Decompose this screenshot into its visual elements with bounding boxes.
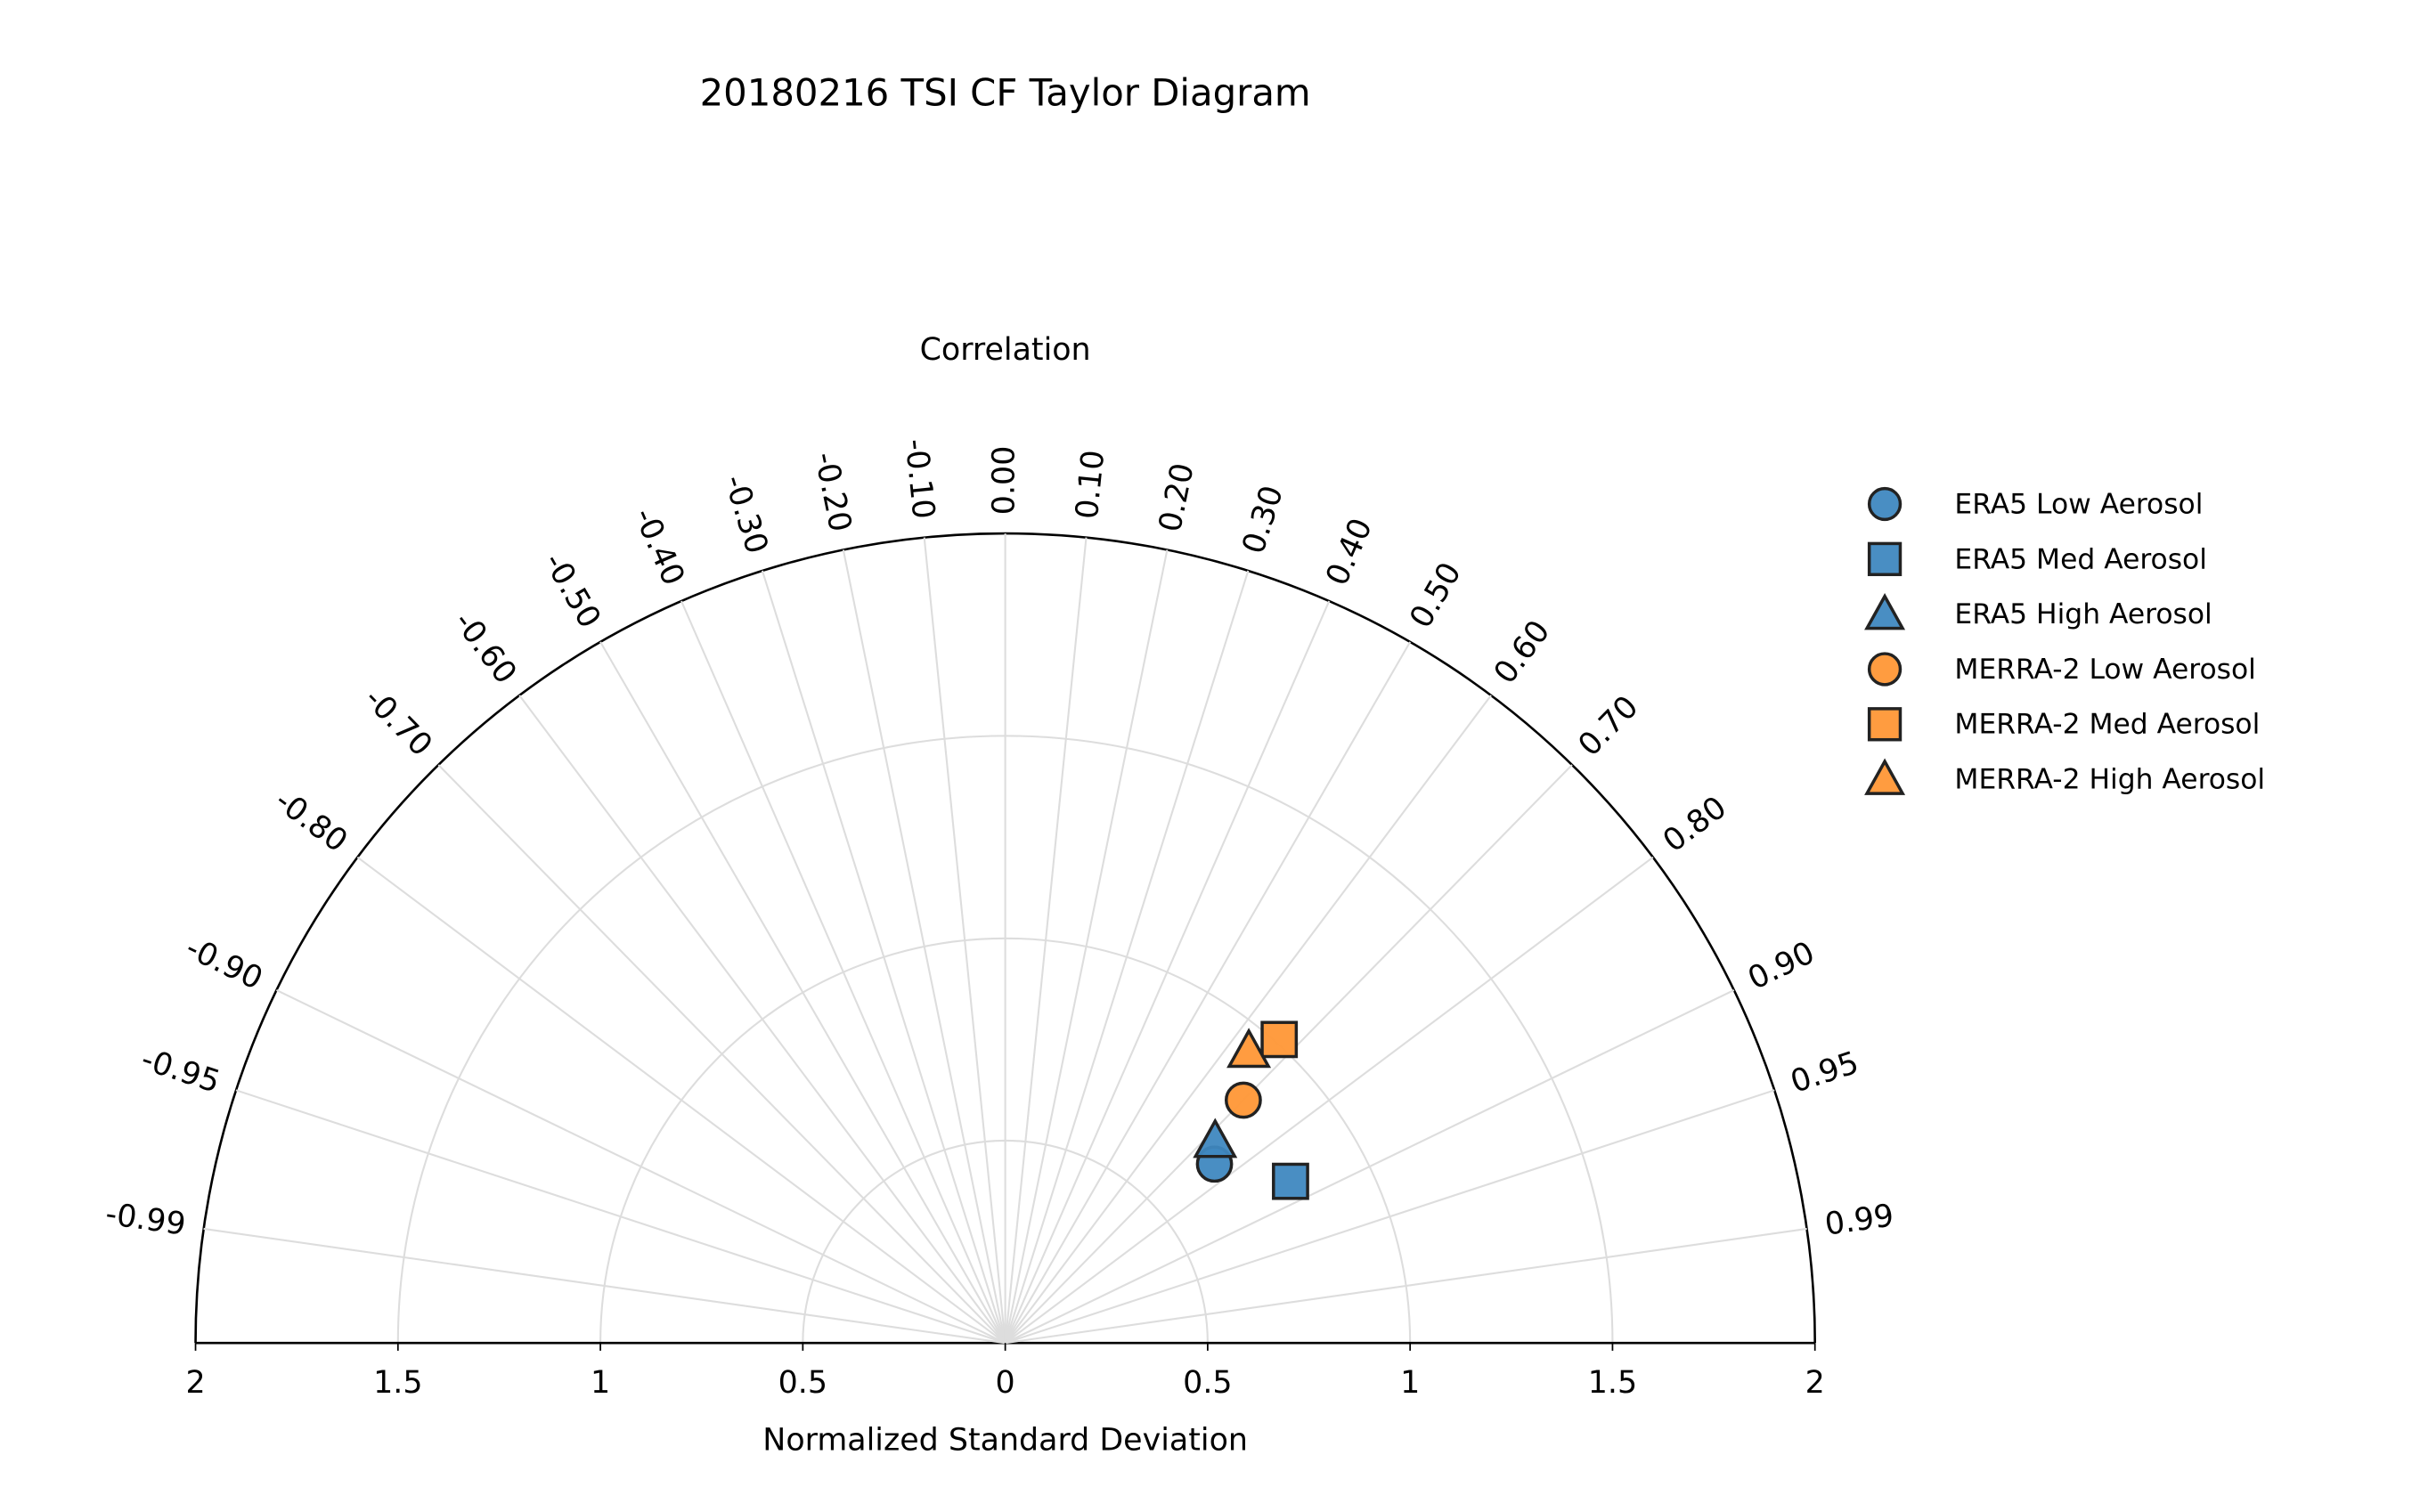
legend-label: MERRA-2 Low Aerosol <box>1954 654 2255 686</box>
std-tick-label: 0 <box>996 1365 1015 1401</box>
correlation-grid-line <box>923 537 1006 1344</box>
correlation-tick-label: -0.10 <box>898 437 941 521</box>
correlation-tick-label: 0.20 <box>1153 460 1202 535</box>
legend-label: MERRA-2 Med Aerosol <box>1954 709 2260 741</box>
point-era5-high-aerosol <box>1193 1118 1238 1158</box>
correlation-grid-line <box>356 856 1006 1345</box>
correlation-grid-line <box>1004 570 1250 1344</box>
point-merra-2-low-aerosol <box>1224 1081 1262 1119</box>
correlation-grid-line <box>1004 549 1169 1344</box>
legend-marker <box>1864 593 1906 630</box>
correlation-grid-line <box>1005 1227 1807 1345</box>
correlation-tick-label: 0.80 <box>1657 790 1733 860</box>
correlation-tick-label: 0.40 <box>1319 513 1380 590</box>
correlation-grid-line <box>518 695 1006 1344</box>
angular-axis-label: Correlation <box>920 332 1091 368</box>
correlation-tick-label: 0.99 <box>1822 1198 1895 1243</box>
std-tick-label: 2 <box>1805 1365 1825 1401</box>
std-tick-label: 0.5 <box>778 1365 827 1401</box>
correlation-tick-label: 0.30 <box>1236 482 1291 558</box>
legend-marker <box>1867 652 1903 687</box>
correlation-grid-line <box>1005 1089 1775 1345</box>
correlation-grid-line <box>1004 600 1331 1344</box>
std-tick-label: 0.5 <box>1183 1365 1232 1401</box>
point-merra-2-high-aerosol <box>1226 1028 1272 1069</box>
correlation-tick-label: -0.50 <box>536 547 607 634</box>
correlation-grid-line <box>203 1227 1006 1345</box>
legend-marker <box>1867 707 1903 742</box>
legend: ERA5 Low Aerosol ERA5 Med Aerosol ERA5 Hig… <box>1864 486 2265 796</box>
legend-marker <box>1864 758 1906 795</box>
std-tick-label: 2 <box>185 1365 205 1401</box>
x-axis-label: Normalized Standard Deviation <box>762 1422 1248 1458</box>
chart-title: 20180216 TSI CF Taylor Diagram <box>700 70 1311 114</box>
std-tick-label: 1 <box>591 1365 610 1401</box>
correlation-tick-label: -0.60 <box>446 605 523 690</box>
correlation-grid-line <box>275 988 1006 1345</box>
point-merra-2-med-aerosol <box>1260 1020 1299 1059</box>
correlation-grid-line <box>1005 988 1735 1345</box>
correlation-grid-line <box>235 1089 1006 1345</box>
correlation-tick-label: 0.00 <box>987 446 1023 516</box>
std-tick-label: 1.5 <box>373 1365 422 1401</box>
std-tick-label: 1.5 <box>1588 1365 1637 1401</box>
grid <box>194 532 1817 1345</box>
correlation-tick-label: -0.80 <box>268 783 354 859</box>
correlation-tick-label: -0.40 <box>626 503 691 591</box>
correlation-grid-line <box>1004 641 1412 1344</box>
legend-label: ERA5 Low Aerosol <box>1954 488 2203 520</box>
correlation-tick-label: 0.10 <box>1070 449 1112 521</box>
correlation-tick-label: 0.60 <box>1487 614 1558 691</box>
legend-marker <box>1867 541 1903 576</box>
correlation-grid-line <box>680 600 1006 1344</box>
legend-label: ERA5 High Aerosol <box>1954 598 2212 630</box>
correlation-grid-line <box>437 764 1006 1344</box>
legend-label: MERRA-2 High Aerosol <box>1954 764 2265 796</box>
data-points <box>1193 1020 1309 1200</box>
correlation-tick-label: 0.70 <box>1572 689 1646 763</box>
correlation-tick-label: -0.20 <box>807 449 858 534</box>
correlation-grid-line <box>1004 537 1088 1344</box>
legend-marker <box>1867 486 1903 522</box>
correlation-grid-line <box>1004 695 1492 1344</box>
correlation-tick-label: -0.90 <box>180 931 268 997</box>
correlation-tick-label: -0.70 <box>357 681 439 763</box>
correlation-grid-line <box>761 570 1006 1344</box>
correlation-tick-label: -0.99 <box>103 1196 188 1242</box>
legend-label: ERA5 Med Aerosol <box>1954 543 2206 575</box>
point-era5-med-aerosol <box>1272 1162 1309 1200</box>
correlation-tick-label: 0.50 <box>1403 557 1468 634</box>
correlation-tick-label: 0.95 <box>1787 1045 1863 1101</box>
correlation-tick-label: 0.90 <box>1742 935 1820 997</box>
correlation-tick-label: -0.95 <box>137 1042 224 1101</box>
correlation-grid-line <box>599 641 1006 1344</box>
std-tick-label: 1 <box>1400 1365 1420 1401</box>
correlation-grid-line <box>1004 856 1654 1345</box>
correlation-tick-label: -0.30 <box>716 471 774 558</box>
tick-labels: -0.99 -0.95 -0.90 -0.80-0.70-0.60-0.50 -0.40… <box>103 437 1896 1401</box>
correlation-grid-line <box>842 549 1006 1344</box>
